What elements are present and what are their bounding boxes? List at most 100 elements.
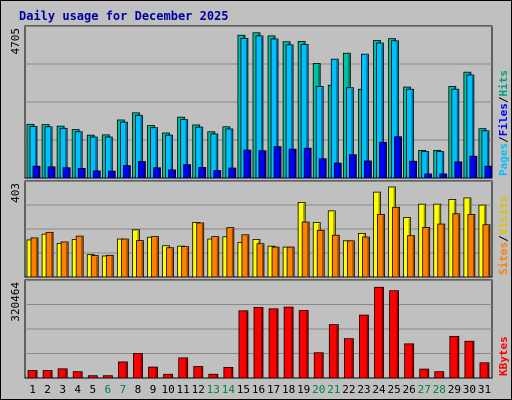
bar-shade [83,169,85,178]
bar-shade [337,236,339,277]
bar-pages-day-2 [47,166,56,179]
bar-shade [155,368,158,378]
bar-pages-day-16 [258,150,267,179]
bar-kbytes-day-15 [238,310,249,379]
axis-title-pages: Pages [497,143,510,176]
bar-shade [352,241,354,277]
bar-shade [414,162,417,178]
bar-shade [486,131,489,178]
bar-shade [95,138,97,178]
bar-sites-day-15 [241,234,250,278]
bar-shade [201,223,204,277]
bar-pages-day-28 [439,173,448,179]
bar-shade [321,87,323,178]
bar-shade [474,157,477,178]
bar-kbytes-day-4 [72,371,83,379]
bar-pages-day-9 [153,167,161,179]
bar-shade [367,238,369,277]
bar-kbytes-day-23 [359,314,369,379]
x-tick-label-day-6: 6 [105,383,112,396]
bar-shade [156,237,159,277]
bar-sites-day-24 [377,214,385,278]
bar-shade [489,167,492,178]
chart-title: Daily usage for December 2025 [19,9,229,23]
bar-sites-day-27 [422,227,431,278]
bar-shade [384,143,386,178]
x-tick-label-day-16: 16 [252,383,265,396]
bar-shade [186,247,189,277]
bar-kbytes-day-3 [57,368,68,379]
bar-shade [200,367,203,378]
bar-shade [95,376,97,378]
bar-shade [471,75,474,178]
x-tick-label-day-5: 5 [89,383,96,396]
bar-kbytes-day-22 [343,338,354,379]
bar-shade [306,45,308,179]
bar-shade [215,134,218,178]
bar-kbytes-day-9 [148,366,158,379]
bar-sites-day-4 [75,235,84,278]
y-max-label: 4705 [9,28,22,55]
bar-sites-day-14 [226,227,235,278]
bar-pages-day-29 [454,161,463,179]
bar-sites-day-11 [181,246,190,278]
x-tick-label-day-31: 31 [478,383,491,396]
bar-shade [291,45,293,178]
bar-kbytes-day-5 [87,375,98,379]
bar-kbytes-day-8 [133,353,143,379]
bar-kbytes-day-10 [163,373,174,379]
bar-pages-day-20 [318,158,327,179]
bar-sites-day-17 [271,246,280,278]
bar-kbytes-day-20 [313,352,324,379]
bar-shade [472,215,475,277]
bar-kbytes-day-29 [449,335,460,379]
bar-shade [66,242,68,277]
bar-shade [444,174,447,178]
bar-pages-day-23 [364,160,372,179]
bar-pages-day-26 [409,160,418,179]
bar-pages-day-6 [107,170,116,179]
bar-shade [140,116,142,178]
bar-sites-day-29 [452,213,461,278]
bar-shade [309,149,311,178]
panel-kbytes: 320464 KBytes [9,279,510,379]
x-tick-label-day-4: 4 [74,383,81,396]
bar-shade [170,375,173,378]
bar-kbytes-day-30 [464,340,475,379]
bar-shade [426,152,429,178]
bar-kbytes-day-14 [223,366,234,379]
bar-kbytes-day-31 [479,362,490,379]
bar-pages-day-24 [379,141,387,179]
bar-pages-day-22 [348,154,357,179]
bar-kbytes-day-17 [268,308,279,379]
x-tick-label-day-26: 26 [403,383,416,396]
bar-sites-day-10 [166,247,174,278]
bar-shade [366,55,368,178]
bar-pages-day-3 [62,167,71,179]
bar-shade [396,291,399,378]
bar-shade [140,354,142,378]
bar-shade [442,225,445,277]
bar-shade [261,244,264,277]
x-tick-label-day-14: 14 [222,383,236,396]
bar-sites-day-26 [407,235,416,278]
bar-pages-day-5 [92,170,101,179]
bar-shade [185,120,188,178]
bar-pages-day-19 [303,147,312,179]
axis-title-visits: Visits [497,196,510,236]
bar-sites-day-30 [467,214,476,278]
x-tick-label-day-21: 21 [327,383,340,396]
bar-shade [128,166,130,178]
bar-sites-day-22 [346,240,355,278]
bar-shade [50,371,52,378]
x-tick-label-day-7: 7 [120,383,127,396]
bar-kbytes-day-16 [253,306,264,379]
bar-pages-day-27 [424,173,433,179]
bar-shade [441,152,444,178]
bar-shade [294,150,296,178]
bar-shade [427,228,430,277]
bar-shade [230,129,233,178]
bar-shade [188,165,191,178]
